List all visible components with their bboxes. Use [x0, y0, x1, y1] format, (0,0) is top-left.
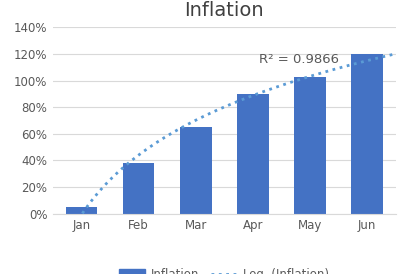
- Bar: [351, 54, 383, 214]
- Bar: [180, 127, 211, 214]
- Bar: [123, 163, 154, 214]
- Bar: [294, 77, 326, 214]
- Bar: [237, 94, 268, 214]
- Bar: [66, 207, 97, 214]
- Legend: Inflation, Log. (Inflation): Inflation, Log. (Inflation): [115, 264, 334, 274]
- Title: Inflation: Inflation: [184, 1, 264, 20]
- Text: R² = 0.9866: R² = 0.9866: [259, 53, 339, 67]
